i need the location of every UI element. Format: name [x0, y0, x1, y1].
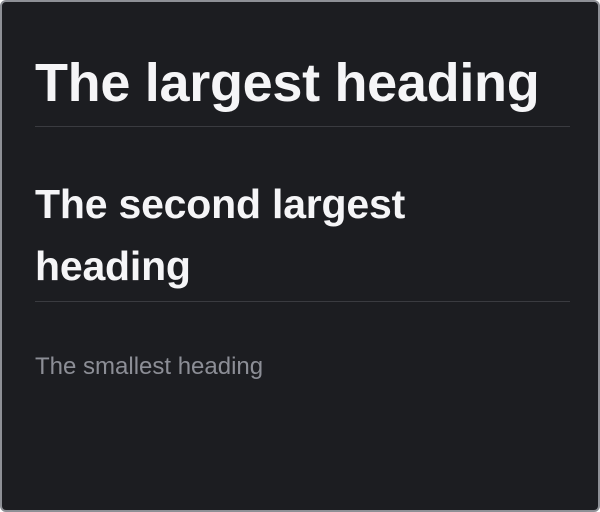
heading-smallest: The smallest heading	[35, 353, 264, 380]
divider	[35, 301, 570, 302]
divider	[35, 126, 570, 127]
heading-largest: The largest heading	[35, 53, 540, 113]
heading-stack: The largest heading The second largest h…	[35, 40, 570, 384]
heading-second-largest: The second largest heading	[35, 181, 406, 289]
